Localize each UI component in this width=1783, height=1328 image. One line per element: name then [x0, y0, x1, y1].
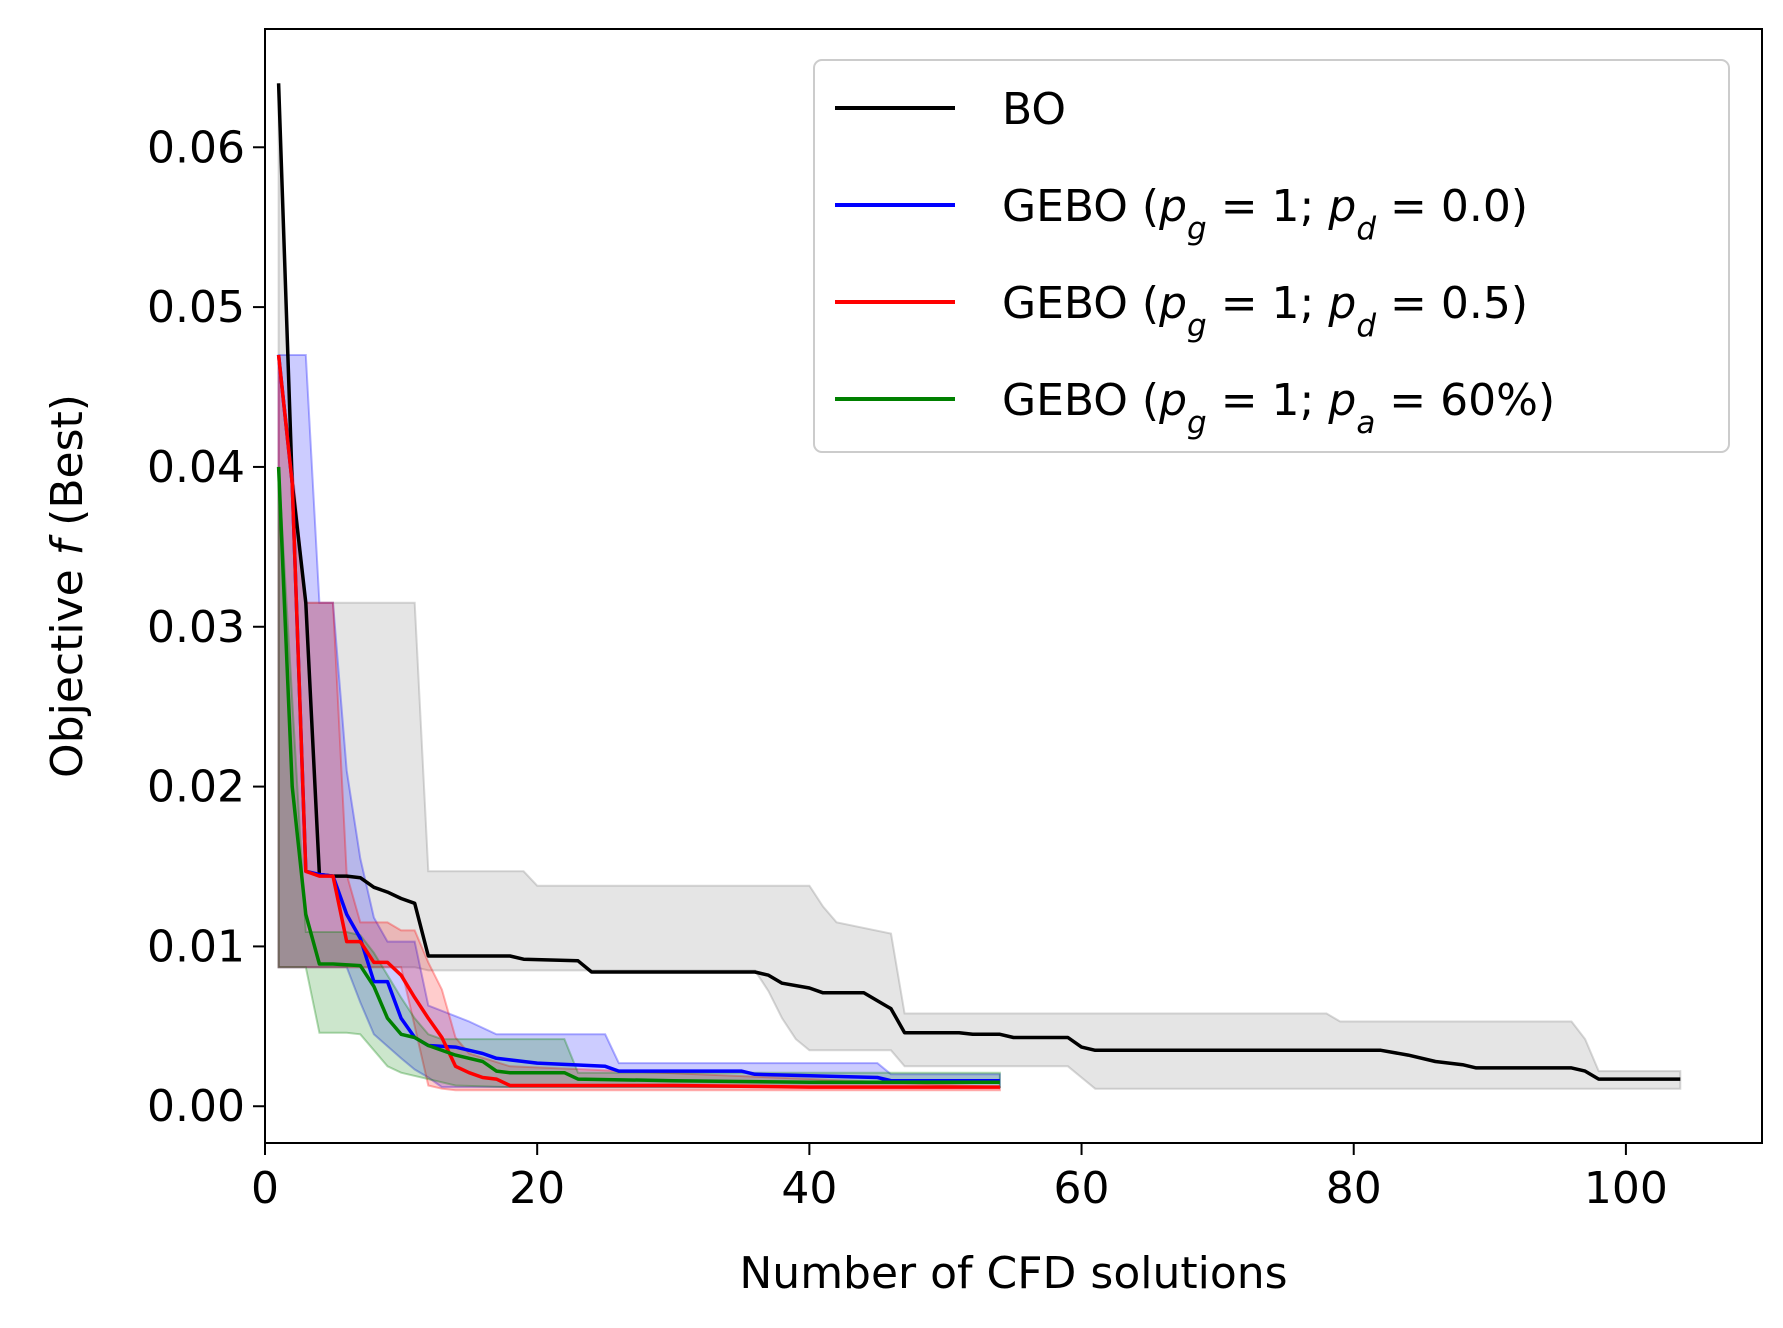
legend-box [813, 59, 1730, 453]
legend-label-2: GEBO (pg = 1; pd = 0.5) [1002, 278, 1528, 344]
band-series-2 [277, 354, 1001, 1092]
legend-label-0: BO [1002, 84, 1066, 135]
x-axis-label: Number of CFD solutions [739, 1248, 1287, 1299]
x-tick-label: 100 [1584, 1163, 1668, 1214]
y-tick-label: 0.03 [147, 602, 245, 653]
band-series-3 [277, 466, 1001, 1089]
band-series-0 [277, 83, 1682, 1090]
x-tick-label: 40 [781, 1163, 837, 1214]
y-axis-label: Objective f (Best) [42, 394, 93, 778]
legend: BO GEBO (pg = 1; pd = 0.0) GEBO (pg = 1; p… [813, 59, 1730, 453]
y-tick-label: 0.02 [147, 762, 245, 813]
y-tick-label: 0.01 [147, 921, 245, 972]
line-series-2 [276, 354, 1000, 1089]
x-tick-label: 60 [1054, 1163, 1110, 1214]
x-tick-label: 20 [509, 1163, 565, 1214]
x-tick-label: 0 [251, 1163, 279, 1214]
line-series-0 [276, 83, 1681, 1081]
line-series-3 [276, 466, 1000, 1085]
y-tick-label: 0.04 [147, 442, 245, 493]
y-tick-label: 0.05 [147, 282, 245, 333]
confidence-bands [277, 83, 1682, 1092]
y-axis-label-prefix: Objective [42, 555, 93, 778]
y-tick-label: 0.00 [147, 1081, 245, 1132]
series-lines [276, 83, 1681, 1089]
legend-label-1: GEBO (pg = 1; pd = 0.0) [1002, 181, 1528, 247]
x-axis-ticks: 0 20 40 60 80 100 [251, 1143, 1668, 1214]
legend-label-3: GEBO (pg = 1; pa = 60%) [1002, 375, 1555, 441]
y-axis-label-suffix: (Best) [42, 394, 93, 540]
x-tick-label: 80 [1326, 1163, 1382, 1214]
band-series-1 [277, 354, 1001, 1089]
plot-frame [264, 28, 1763, 1144]
y-axis-ticks: 0.00 0.01 0.02 0.03 0.04 0.05 0.06 [147, 122, 265, 1132]
y-tick-label: 0.06 [147, 122, 245, 173]
